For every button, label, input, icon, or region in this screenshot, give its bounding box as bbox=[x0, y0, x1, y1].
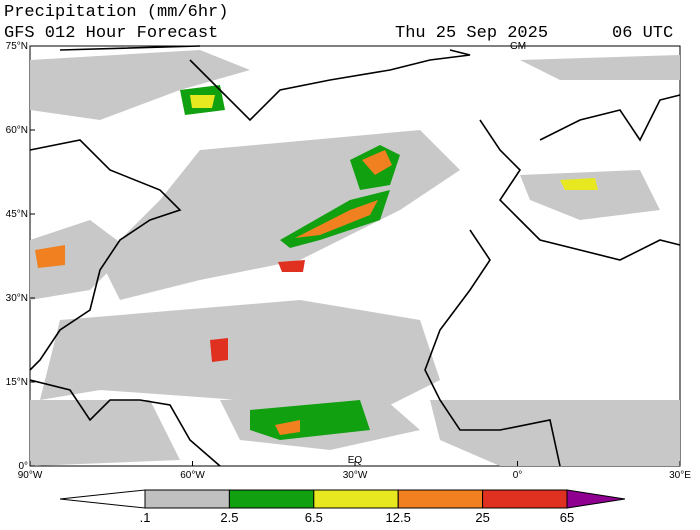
lat-label: 30°N bbox=[6, 293, 28, 304]
lon-label: 30°W bbox=[343, 470, 368, 481]
colorbar-label: 6.5 bbox=[305, 510, 323, 525]
colorbar-segment bbox=[59, 489, 146, 509]
lat-label: 45°N bbox=[6, 209, 28, 220]
colorbar-label: 25 bbox=[475, 510, 489, 525]
precip-heavy bbox=[35, 85, 598, 440]
lat-label: 60°N bbox=[6, 125, 28, 136]
colorbar-label: 2.5 bbox=[220, 510, 238, 525]
title: Precipitation (mm/6hr) bbox=[4, 3, 228, 22]
coastlines bbox=[29, 45, 681, 467]
marker-label: EQ bbox=[348, 455, 363, 466]
colorbar-segment bbox=[144, 489, 230, 509]
lat-label: 75°N bbox=[6, 41, 28, 52]
lat-label: 0° bbox=[18, 461, 28, 472]
colorbar-label: 12.5 bbox=[386, 510, 411, 525]
lon-label: 90°W bbox=[18, 470, 43, 481]
lat-label: 15°N bbox=[6, 377, 28, 388]
map bbox=[29, 45, 681, 467]
lon-label: 0° bbox=[513, 470, 523, 481]
colorbar-segment bbox=[482, 489, 568, 509]
colorbar-segment bbox=[397, 489, 484, 509]
date: Thu 25 Sep 2025 bbox=[395, 24, 548, 43]
colorbar-label: 65 bbox=[560, 510, 574, 525]
subtitle: GFS 012 Hour Forecast bbox=[4, 24, 218, 43]
time: 06 UTC bbox=[612, 24, 673, 43]
colorbar-segment bbox=[228, 489, 315, 509]
colorbar-segment bbox=[313, 489, 399, 509]
colorbar-label: .1 bbox=[140, 510, 151, 525]
marker-label: GM bbox=[510, 41, 526, 52]
lon-label: 60°W bbox=[180, 470, 205, 481]
lon-label: 30°E bbox=[669, 470, 691, 481]
colorbar-segment bbox=[566, 489, 626, 509]
